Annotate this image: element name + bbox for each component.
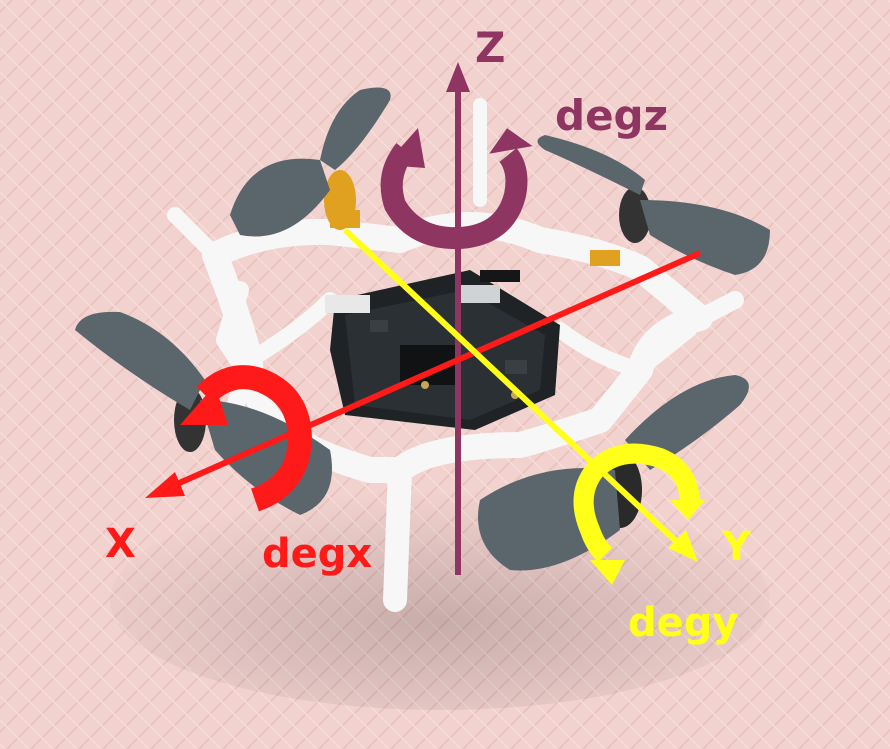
degy-rotation-arrow: degy <box>573 443 738 646</box>
propeller-front-left <box>230 87 391 237</box>
z-axis-label: Z <box>475 23 505 72</box>
x-axis: X <box>105 250 702 567</box>
degx-rotation-arrow: degx <box>180 365 372 577</box>
usb-connector <box>460 285 500 303</box>
propeller-rear-left <box>75 311 332 515</box>
z-axis-arrowhead <box>446 62 470 92</box>
degz-label: degz <box>555 91 668 140</box>
y-axis-line <box>342 227 683 548</box>
battery-connector <box>325 295 370 313</box>
y-axis: Y <box>342 227 752 570</box>
degz-rotation-arrow: degz <box>380 91 668 250</box>
degx-label: degx <box>262 531 372 577</box>
z-axis: Z <box>446 23 505 575</box>
x-axis-label: X <box>105 521 136 567</box>
propeller-front-right <box>537 135 770 275</box>
y-axis-label: Y <box>721 524 752 570</box>
y-axis-arrowhead <box>668 530 698 562</box>
x-axis-arrowhead <box>145 472 185 498</box>
degy-label: degy <box>628 600 738 646</box>
drone-frame <box>167 98 744 612</box>
x-axis-line <box>166 250 702 491</box>
